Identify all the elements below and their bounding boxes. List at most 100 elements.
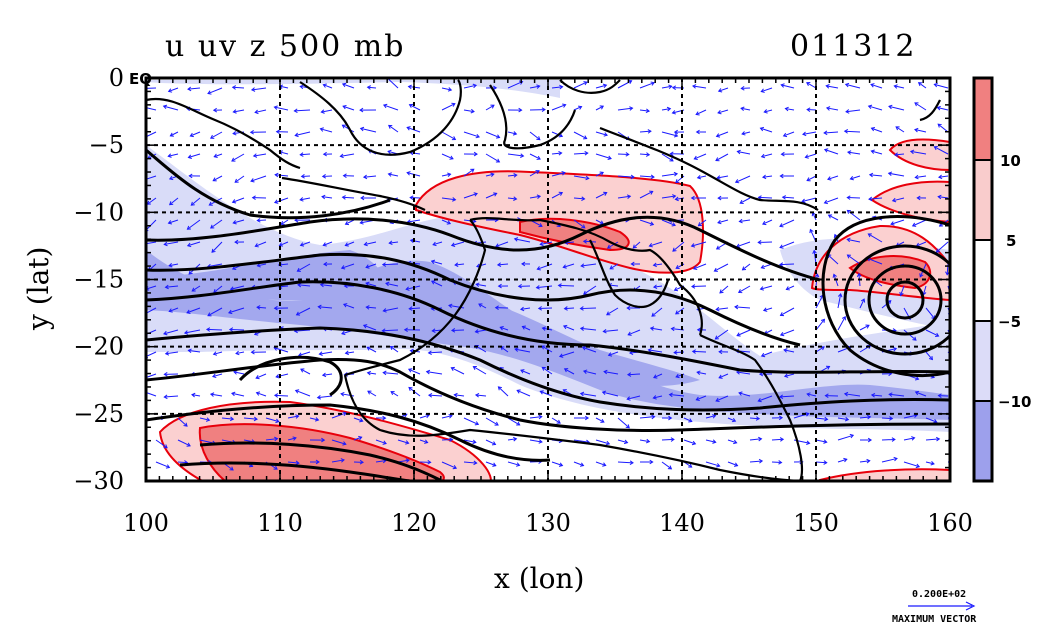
- x-tick-labels: 100 110 120 130 140 150 160: [123, 509, 973, 537]
- wind-vector-head: [342, 104, 347, 110]
- australia-west-coast: [344, 219, 487, 377]
- wind-vector-head: [837, 293, 843, 298]
- wind-vector-shaft: [275, 174, 289, 177]
- wind-vector-head: [318, 351, 323, 356]
- wind-vector-head: [937, 393, 942, 399]
- wind-vector-shaft: [323, 84, 333, 89]
- wind-vector-head: [321, 372, 327, 378]
- wind-vector-head: [491, 441, 497, 446]
- wind-vector-shaft: [551, 86, 563, 89]
- wind-vector-head: [628, 79, 633, 85]
- wind-vector-shaft: [583, 370, 597, 375]
- wind-vector-shaft: [419, 439, 428, 444]
- wind-vector-head: [820, 318, 825, 323]
- wind-vector-head: [692, 84, 697, 89]
- wind-vector-shaft: [650, 327, 663, 331]
- wind-vector-head: [696, 174, 702, 180]
- wind-vector-head: [914, 390, 920, 396]
- x-axis-title: x (lon): [494, 562, 584, 595]
- wind-vector-shaft: [146, 131, 157, 138]
- wind-vector-head: [300, 368, 305, 373]
- wind-vector-shaft: [397, 439, 409, 444]
- wind-vector-head: [670, 437, 675, 442]
- wind-vector-head: [824, 416, 829, 422]
- wind-vector-head: [210, 224, 215, 229]
- wind-vector-head: [562, 389, 567, 394]
- wind-vector-head: [779, 244, 784, 249]
- wind-vector-head: [715, 245, 721, 250]
- wind-vector-head: [758, 436, 763, 442]
- wind-vector-shaft: [859, 298, 865, 309]
- wind-vector-head: [627, 331, 632, 336]
- wind-vector-head: [403, 327, 408, 333]
- wind-vector-head: [518, 107, 523, 113]
- wind-vector-head: [670, 326, 675, 332]
- wind-vector-head: [167, 88, 173, 93]
- wind-vector-head: [537, 306, 543, 311]
- wind-vector-head: [359, 459, 364, 465]
- wind-vector-head: [475, 282, 480, 288]
- wind-vector-head: [914, 102, 919, 107]
- wind-vector-shaft: [321, 109, 333, 113]
- wind-vector-head: [341, 330, 346, 336]
- wind-vector-head: [295, 414, 300, 419]
- wind-vector-head: [937, 194, 942, 200]
- wind-vector-head: [366, 370, 372, 376]
- wind-vector-head: [718, 349, 723, 355]
- wind-vector-head: [360, 195, 365, 201]
- wind-vector-shaft: [163, 329, 179, 335]
- wind-vector-head: [609, 265, 614, 270]
- wind-vector-head: [183, 330, 189, 335]
- wind-vector-shaft: [595, 171, 604, 177]
- wind-vector-shaft: [870, 83, 883, 89]
- wind-vector-head: [866, 414, 872, 420]
- height-contour-3: [146, 280, 950, 374]
- wind-vector-shaft: [573, 152, 588, 155]
- wind-vector-shaft: [300, 368, 311, 375]
- wind-vector-head: [626, 396, 631, 401]
- wind-vector-head: [516, 389, 521, 394]
- wind-vector-shaft: [602, 391, 619, 397]
- wind-vector-shaft: [296, 307, 311, 316]
- wind-vector-head: [234, 239, 239, 245]
- wind-vector-head: [494, 305, 499, 310]
- wind-vector-shaft: [881, 457, 898, 463]
- wind-vector-shaft: [837, 316, 846, 331]
- wind-vector-head: [273, 105, 278, 110]
- wind-vector-shaft: [573, 197, 585, 200]
- wind-vector-shaft: [441, 219, 451, 225]
- wind-vector-head: [408, 306, 413, 311]
- wind-vector-head: [341, 124, 346, 129]
- wind-vector-shaft: [408, 368, 421, 375]
- wind-vector-shaft: [847, 151, 861, 155]
- height-contour-low-4: [821, 215, 950, 378]
- wind-vector-shaft: [463, 131, 480, 138]
- wind-vector-head: [930, 461, 935, 466]
- wind-vector-head: [211, 248, 216, 253]
- wind-vector-head: [451, 136, 457, 141]
- wind-vector-shaft: [847, 254, 861, 265]
- wind-vector-head: [208, 201, 213, 206]
- wind-vector-shaft: [715, 153, 729, 161]
- wind-vector-shaft: [762, 175, 773, 178]
- wind-vector-shaft: [146, 175, 157, 180]
- x-tick-label: 160: [927, 509, 973, 537]
- wind-vector-head: [673, 287, 679, 292]
- wind-vector-shaft: [169, 197, 179, 206]
- wind-vector-head: [297, 282, 302, 288]
- wind-vector-head: [496, 134, 501, 139]
- wind-vector-head: [186, 225, 191, 230]
- wind-vector-head: [295, 460, 300, 466]
- wind-vector-shaft: [627, 373, 641, 376]
- wind-vector-shaft: [844, 393, 861, 397]
- wind-vector-shaft: [806, 175, 817, 181]
- wind-vector-shaft: [824, 197, 839, 204]
- wind-vector-head: [292, 436, 297, 441]
- chart-timestamp: 011312: [790, 29, 917, 64]
- wind-vector-shaft: [881, 438, 895, 441]
- wind-vector-shaft: [397, 459, 410, 463]
- wind-vector-shaft: [573, 219, 586, 229]
- wind-vector-shaft: [749, 438, 762, 441]
- wind-vector-head: [823, 439, 828, 444]
- wind-vector-head: [888, 392, 893, 397]
